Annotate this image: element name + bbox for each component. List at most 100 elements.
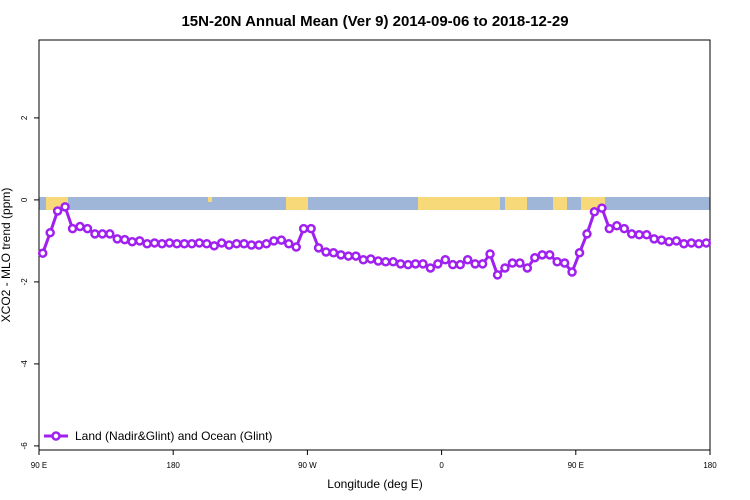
data-point (105, 229, 115, 239)
data-point (455, 259, 465, 270)
data-point (656, 235, 667, 245)
data-point (358, 255, 369, 265)
y-tick-label: -4 (20, 360, 29, 368)
data-point (187, 239, 197, 249)
data-point (112, 234, 123, 244)
y-tick-label: 2 (20, 115, 29, 120)
y-tick-label: 0 (20, 197, 29, 202)
data-point (149, 238, 160, 248)
data-point (67, 223, 78, 234)
data-point (507, 258, 518, 268)
legend-marker (51, 431, 61, 441)
data-point (522, 263, 533, 273)
data-point (90, 229, 100, 239)
data-point (612, 220, 622, 231)
data-point (649, 234, 659, 244)
data-point (567, 267, 577, 277)
data-point (254, 240, 264, 250)
y-tick-label: -2 (20, 278, 29, 286)
data-point (246, 240, 257, 250)
data-point (470, 259, 480, 269)
data-point (485, 249, 495, 259)
y-tick-label: -6 (20, 442, 29, 450)
data-point (574, 248, 585, 258)
data-point (336, 250, 346, 260)
data-point (52, 206, 63, 216)
data-point (157, 239, 167, 249)
data-point (388, 257, 398, 267)
data-point (626, 229, 637, 239)
data-point (694, 239, 704, 249)
data-point (664, 236, 674, 247)
data-point (418, 259, 428, 269)
data-point (269, 236, 279, 246)
data-point (239, 239, 249, 249)
data-point (440, 255, 451, 265)
data-point (209, 241, 219, 251)
data-point (537, 250, 547, 260)
data-point (37, 248, 48, 258)
data-point (134, 236, 145, 246)
x-tick-label: 90 E (568, 461, 584, 470)
data-point (179, 239, 190, 249)
data-point (448, 259, 458, 270)
data-point (552, 257, 562, 267)
x-tick-label: 180 (167, 461, 181, 470)
data-point (582, 229, 592, 239)
x-tick-label: 180 (703, 461, 717, 470)
data-point (298, 223, 309, 234)
data-point (261, 239, 272, 249)
data-point (194, 238, 205, 248)
data-point (291, 242, 301, 252)
data-point (701, 238, 712, 248)
data-point (530, 252, 540, 263)
data-point (216, 238, 227, 248)
data-point (544, 250, 555, 260)
data-point (284, 239, 294, 249)
data-point (343, 251, 354, 261)
data-point (82, 223, 93, 234)
data-point (306, 223, 316, 234)
data-point (313, 243, 324, 253)
data-point (224, 240, 234, 250)
data-point (172, 239, 182, 249)
x-tick-label: 0 (439, 461, 444, 470)
data-point (97, 229, 108, 239)
data-point (515, 258, 525, 268)
data-point (492, 270, 503, 280)
data-point (686, 238, 697, 248)
data-point (75, 221, 85, 232)
data-point (164, 238, 175, 248)
y-axis-label: XCO2 - MLO trend (ppm) (0, 188, 13, 323)
data-point (597, 203, 607, 213)
data-point (380, 257, 391, 267)
data-point (45, 227, 55, 238)
x-tick-label: 90 W (298, 461, 317, 470)
data-point (559, 258, 570, 268)
data-point (351, 251, 361, 261)
data-point (60, 202, 70, 212)
data-point (202, 239, 212, 249)
data-point (373, 256, 383, 266)
data-point (127, 236, 137, 247)
data-point (119, 234, 130, 245)
x-tick-label: 90 E (31, 461, 47, 470)
legend-label: Land (Nadir&Glint) and Ocean (Glint) (75, 429, 272, 443)
x-axis-label: Longitude (deg E) (327, 477, 422, 491)
data-point (634, 230, 644, 240)
land-ocean-strip (39, 197, 710, 210)
data-point (462, 255, 473, 265)
data-point (231, 239, 242, 249)
data-point (604, 223, 615, 234)
data-point (641, 230, 652, 240)
data-point (425, 263, 436, 273)
data-point (589, 207, 600, 217)
data-point (403, 259, 413, 270)
data-point (321, 247, 331, 257)
data-point (679, 239, 689, 249)
data-point (619, 223, 630, 234)
data-point (328, 248, 339, 258)
data-point (477, 259, 488, 269)
data-point (671, 236, 682, 246)
